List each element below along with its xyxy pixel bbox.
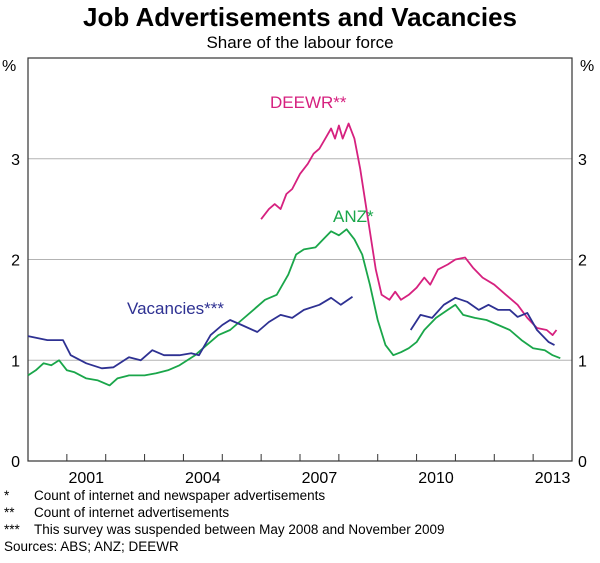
x-tick-label: 2007 bbox=[302, 470, 338, 487]
footnote-mark: *** bbox=[4, 522, 20, 537]
series-label: ANZ* bbox=[333, 207, 374, 226]
footnote-mark: ** bbox=[4, 505, 15, 520]
y-tick-label-right: 2 bbox=[578, 253, 587, 270]
footnote-mark: * bbox=[4, 488, 10, 503]
x-tick-label: 2001 bbox=[68, 470, 104, 487]
y-tick-label-left: 0 bbox=[11, 454, 20, 471]
x-tick-label: 2010 bbox=[418, 470, 454, 487]
y-tick-label-left: 2 bbox=[11, 253, 20, 270]
sources: Sources: ABS; ANZ; DEEWR bbox=[4, 539, 179, 554]
y-unit-left: % bbox=[2, 58, 17, 75]
y-unit-right: % bbox=[580, 58, 595, 75]
x-tick-label: 2013 bbox=[535, 470, 571, 487]
series-line-vacancies bbox=[409, 296, 555, 346]
footnote: *** This survey was suspended between May… bbox=[4, 521, 445, 538]
footnote-text: This survey was suspended between May 20… bbox=[34, 522, 445, 537]
y-tick-label-left: 3 bbox=[11, 152, 20, 169]
chart-subtitle: Share of the labour force bbox=[206, 33, 394, 52]
series-line-anz bbox=[27, 228, 561, 387]
y-tick-label-right: 3 bbox=[578, 152, 587, 169]
y-tick-label-right: 1 bbox=[578, 353, 587, 370]
series-line-vacancies bbox=[27, 296, 354, 370]
series-label: Vacancies*** bbox=[127, 299, 224, 318]
series-line-deewr bbox=[260, 122, 558, 337]
footnote: ** Count of internet advertisements bbox=[4, 504, 445, 521]
footnote-text: Count of internet advertisements bbox=[34, 505, 230, 520]
chart-title: Job Advertisements and Vacancies bbox=[82, 2, 517, 32]
x-tick-label: 2004 bbox=[185, 470, 221, 487]
y-tick-label-left: 1 bbox=[11, 353, 20, 370]
y-tick-label-right: 0 bbox=[578, 454, 587, 471]
footnote-text: Count of internet and newspaper advertis… bbox=[34, 488, 326, 503]
footnotes: * Count of internet and newspaper adverti… bbox=[4, 487, 445, 555]
footnote: * Count of internet and newspaper adverti… bbox=[4, 487, 445, 504]
series-label: DEEWR** bbox=[270, 93, 347, 112]
